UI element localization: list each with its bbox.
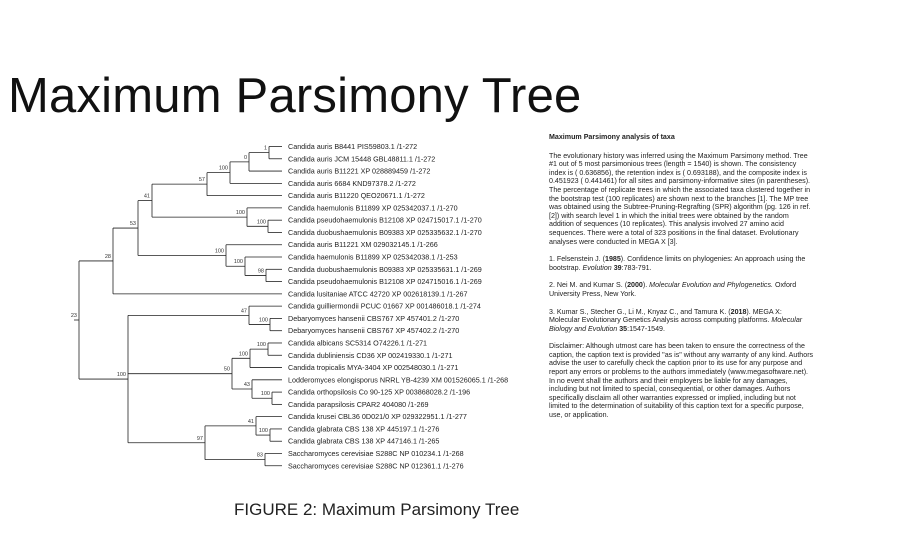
bootstrap-value: 100 bbox=[234, 259, 243, 265]
slide-title: Maximum Parsimony Tree bbox=[8, 69, 582, 123]
bootstrap-value: 23 bbox=[71, 313, 77, 319]
bootstrap-value: 1 bbox=[264, 146, 267, 152]
taxon-label: Candida auris B11220 QEO20671.1 /1-272 bbox=[288, 191, 425, 200]
bootstrap-value: 100 bbox=[257, 342, 266, 348]
bootstrap-value: 97 bbox=[197, 436, 203, 442]
taxon-label: Candida dubliniensis CD36 XP 002419330.1… bbox=[288, 351, 453, 360]
taxon-label: Debaryomyces hansenii CBS767 XP 457401.2… bbox=[288, 314, 459, 323]
bootstrap-value: 57 bbox=[199, 177, 205, 183]
caption-title: Maximum Parsimony analysis of taxa bbox=[549, 133, 675, 141]
taxon-label: Candida glabrata CBS 138 XP 445197.1 /1-… bbox=[288, 424, 439, 433]
taxon-label: Candida tropicalis MYA-3404 XP 002548030… bbox=[288, 363, 458, 372]
taxon-label: Candida auris B8441 PIS59803.1 /1-272 bbox=[288, 142, 417, 151]
bootstrap-value: 41 bbox=[144, 194, 150, 200]
taxon-label: Candida auris B11221 XM 029032145.1 /1-2… bbox=[288, 240, 438, 249]
bootstrap-value: 53 bbox=[130, 221, 136, 227]
bootstrap-value: 50 bbox=[224, 367, 230, 373]
bootstrap-value: 100 bbox=[257, 219, 266, 225]
taxon-label: Candida auris B11221 XP 028889459 /1-272 bbox=[288, 167, 430, 176]
taxon-label: Candida pseudohaemulonis B12108 XP 02471… bbox=[288, 277, 482, 286]
taxon-label: Lodderomyces elongisporus NRRL YB-4239 X… bbox=[288, 375, 508, 384]
taxon-label: Candida pseudohaemulonis B12108 XP 02471… bbox=[288, 216, 482, 225]
bootstrap-value: 83 bbox=[257, 453, 263, 459]
bootstrap-value: 100 bbox=[259, 428, 268, 434]
caption-disclaimer: Disclaimer: Although utmost care has bee… bbox=[549, 342, 814, 420]
figure-caption: FIGURE 2: Maximum Parsimony Tree bbox=[234, 500, 520, 519]
taxon-label: Candida albicans SC5314 O74226.1 /1-271 bbox=[288, 338, 427, 347]
bootstrap-value: 43 bbox=[244, 382, 250, 388]
bootstrap-value: 100 bbox=[239, 351, 248, 357]
bootstrap-value: 100 bbox=[117, 372, 126, 378]
bootstrap-value: 41 bbox=[248, 419, 254, 425]
taxon-label: Candida orthopsilosis Co 90-125 XP 00386… bbox=[288, 388, 470, 397]
taxon-label: Saccharomyces cerevisiae S288C NP 012361… bbox=[288, 461, 464, 470]
bootstrap-value: 28 bbox=[105, 254, 111, 260]
reference-2: 2. Nei M. and Kumar S. (2000). Molecular… bbox=[549, 281, 797, 298]
bootstrap-value: 0 bbox=[244, 155, 247, 161]
taxon-label: Candida haemulonis B11899 XP 025342037.1… bbox=[288, 203, 458, 212]
bootstrap-value: 100 bbox=[259, 318, 268, 324]
tree-caption: Maximum Parsimony analysis of taxa The e… bbox=[549, 133, 814, 429]
taxon-label: Candida lusitaniae ATCC 42720 XP 0026181… bbox=[288, 289, 468, 298]
bootstrap-value: 100 bbox=[219, 166, 228, 172]
bootstrap-value: 100 bbox=[261, 391, 270, 397]
reference-1: 1. Felsenstein J. (1985). Confidence lim… bbox=[549, 255, 806, 272]
caption-body: The evolutionary history was inferred us… bbox=[549, 151, 811, 246]
taxon-label: Saccharomyces cerevisiae S288C NP 010234… bbox=[288, 449, 464, 458]
taxon-label: Candida auris JCM 15448 GBL48811.1 /1-27… bbox=[288, 154, 435, 163]
taxon-label: Candida guilliermondii PCUC 01667 XP 001… bbox=[288, 302, 481, 311]
taxon-label: Debaryomyces hansenii CBS767 XP 457402.2… bbox=[288, 326, 459, 335]
taxon-label: Candida haemulonis B11899 XP 025342038.1… bbox=[288, 253, 458, 262]
taxon-label: Candida duobushaemulonis B09383 XP 02533… bbox=[288, 265, 482, 274]
taxon-label: Candida auris 6684 KND97378.2 /1-272 bbox=[288, 179, 416, 188]
bootstrap-value: 98 bbox=[258, 268, 264, 274]
taxon-label: Candida glabrata CBS 138 XP 447146.1 /1-… bbox=[288, 437, 439, 446]
taxon-label: Candida duobushaemulonis B09383 XP 02533… bbox=[288, 228, 482, 237]
taxon-label: Candida krusei CBL36 0D021/0 XP 02932295… bbox=[288, 412, 467, 421]
bootstrap-value: 100 bbox=[236, 210, 245, 216]
reference-3: 3. Kumar S., Stecher G., Li M., Knyaz C.… bbox=[549, 307, 803, 333]
bootstrap-value: 47 bbox=[241, 308, 247, 314]
bootstrap-value: 100 bbox=[215, 248, 224, 254]
taxon-label: Candida parapsilosis CPAR2 404080 /1-269 bbox=[288, 400, 429, 409]
